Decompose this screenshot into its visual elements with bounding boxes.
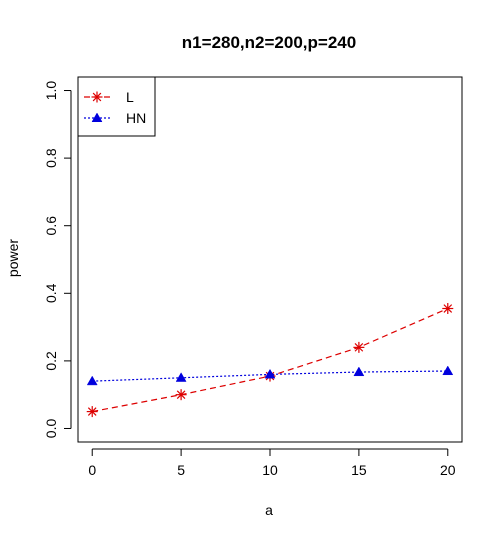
legend-marker-1 bbox=[91, 112, 103, 122]
x-tick-label: 10 bbox=[262, 462, 278, 478]
legend-label-1: HN bbox=[126, 110, 146, 126]
legend-label-0: L bbox=[126, 89, 134, 105]
x-tick-label: 0 bbox=[88, 462, 96, 478]
series-layer bbox=[86, 303, 454, 418]
x-tick-label: 20 bbox=[440, 462, 456, 478]
y-tick-label: 0.0 bbox=[43, 419, 59, 439]
legend: L HN bbox=[77, 76, 156, 137]
series-0-point bbox=[175, 389, 187, 401]
series-1-point bbox=[264, 368, 276, 379]
y-tick-label: 0.6 bbox=[43, 216, 59, 236]
x-axis-label: a bbox=[265, 502, 273, 518]
plot-frame bbox=[77, 76, 463, 443]
y-tick-label: 0.4 bbox=[43, 283, 59, 303]
chart-title: n1=280,n2=200,p=240 bbox=[182, 33, 356, 52]
y-axis: 0.0 0.2 0.4 0.6 0.8 1.0 bbox=[43, 81, 72, 439]
x-tick-label: 15 bbox=[351, 462, 367, 478]
y-tick-label: 1.0 bbox=[43, 81, 59, 101]
series-0-point bbox=[86, 406, 98, 418]
series-1-point bbox=[86, 375, 98, 386]
y-axis-label: power bbox=[5, 239, 21, 277]
series-0-point bbox=[353, 341, 365, 353]
x-axis: 0 5 10 15 20 bbox=[88, 448, 456, 478]
series-line-0 bbox=[92, 307, 449, 413]
legend-marker-0 bbox=[91, 91, 103, 103]
series-1-point bbox=[175, 372, 187, 382]
series-0-point bbox=[442, 303, 454, 315]
series-1-point bbox=[353, 366, 365, 377]
y-tick-label: 0.8 bbox=[43, 148, 59, 168]
y-tick-label: 0.2 bbox=[43, 351, 59, 371]
series-1-point bbox=[442, 365, 454, 376]
legend-box bbox=[77, 76, 156, 137]
x-tick-label: 5 bbox=[177, 462, 185, 478]
